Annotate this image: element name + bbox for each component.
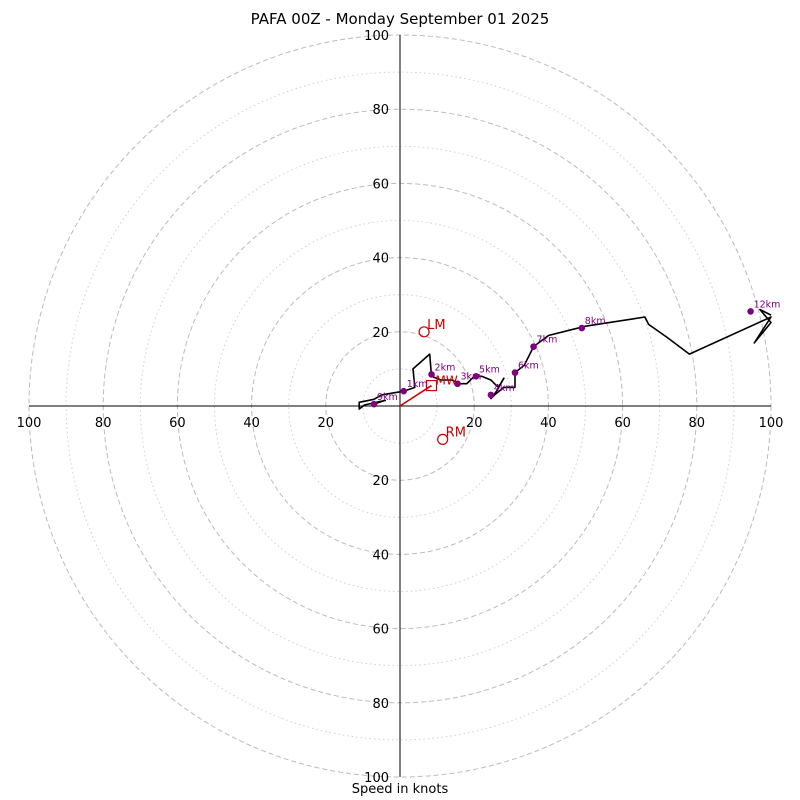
left-mover-label: LM [427,318,445,333]
y-tick-label: 40 [372,252,389,267]
height-marker-label: 1km [407,379,428,390]
height-marker-label: 3km [461,372,482,383]
y-tick-label: 80 [372,697,389,712]
x-tick-label: 80 [95,416,112,431]
hodograph-line [358,308,772,410]
y-tick-label: 80 [372,103,389,118]
height-marker-label: 12km [754,299,781,310]
height-marker-label: 4km [494,383,515,394]
height-marker [747,308,754,315]
x-axis-label: Speed in knots [351,782,449,797]
x-tick-label: 40 [243,416,260,431]
y-tick-label: 100 [364,29,389,44]
x-tick-label: 100 [17,416,42,431]
height-marker [400,387,408,395]
y-tick-label: 20 [372,474,389,489]
height-marker-label: 2km [435,362,456,373]
height-marker [511,369,519,376]
x-tick-label: 40 [540,416,557,431]
mean-wind-label: MW [436,374,458,388]
x-tick-label: 100 [759,416,784,431]
height-marker-label: 9km [377,392,398,403]
x-tick-label: 60 [169,416,186,431]
chart-title: PAFA 00Z - Monday September 01 2025 [250,10,550,28]
storm-motion-markers: MW LM RM [418,318,466,445]
x-tick-label: 60 [614,416,631,431]
y-tick-label: 60 [372,177,389,192]
hodograph-trace [358,308,772,410]
mean-wind-marker [425,379,438,392]
height-marker [428,371,435,378]
right-mover-label: RM [446,425,466,440]
height-marker [454,380,461,388]
height-marker [472,373,480,380]
height-marker [530,343,537,350]
right-mover-marker [437,433,449,445]
height-marker-label: 6km [518,361,539,372]
x-tick-label: 20 [318,416,335,431]
x-tick-label: 80 [689,416,706,431]
height-marker-label: 5km [479,364,500,375]
height-marker [487,391,495,399]
height-marker [370,400,378,408]
axis-tick-labels: 100 80 60 40 20 20 40 60 80 100 100 80 60 40 20 20 40 60 8… [17,29,784,786]
y-tick-label: 60 [372,623,389,638]
height-markers: 1km 2km 3km 4km 5km 6km 7km 8km 9km 12km [370,299,781,408]
y-tick-label: 40 [372,548,389,563]
height-marker [578,324,586,332]
y-tick-label: 100 [364,771,389,786]
y-tick-label: 20 [372,326,389,341]
x-tick-label: 20 [466,416,483,431]
height-marker-label: 8km [585,316,606,327]
left-mover-marker [418,326,430,338]
height-marker-label: 7km [537,335,558,346]
